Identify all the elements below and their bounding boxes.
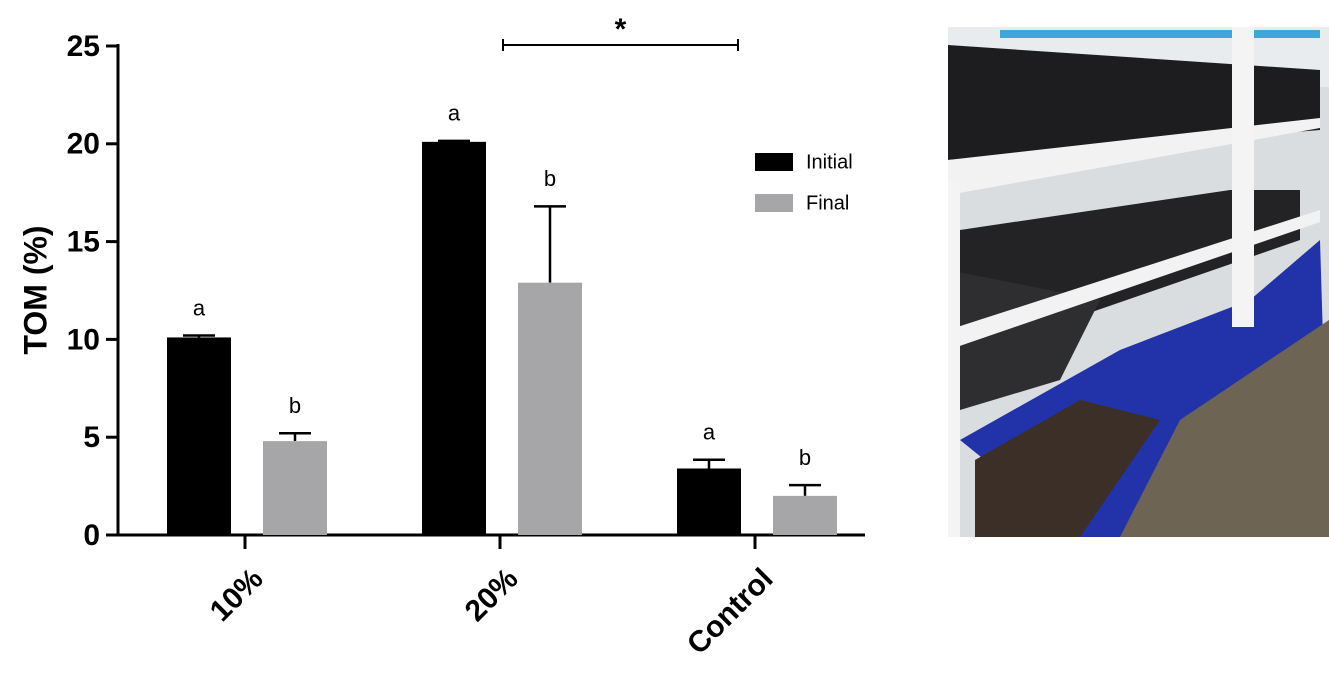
bar	[167, 337, 231, 535]
x-tick-label: 10%	[204, 562, 270, 628]
significance-letter: a	[193, 295, 206, 320]
bar	[773, 496, 837, 535]
photo-shelf	[948, 118, 1320, 195]
legend-label: Initial	[806, 151, 853, 173]
bar	[677, 468, 741, 535]
bar	[518, 283, 582, 535]
y-tick-label: 0	[83, 519, 100, 552]
legend-swatch	[755, 153, 793, 171]
significance-letter: a	[448, 101, 461, 126]
bar	[263, 441, 327, 535]
photo-floor	[1120, 320, 1329, 537]
y-tick-label: 25	[67, 30, 100, 63]
x-tick-label: 20%	[459, 562, 525, 628]
page: TOM (%) 0 5 10 15 20 25 10% a b 20% a b Control a b * In…	[0, 0, 1329, 673]
significance-letter: b	[289, 393, 301, 418]
x-tick-label: Control	[681, 562, 780, 661]
bar	[422, 142, 486, 535]
legend-swatch	[755, 194, 793, 212]
significance-letter: b	[544, 166, 556, 191]
y-tick-label: 5	[83, 421, 100, 454]
photo-post	[948, 180, 960, 537]
photo-water	[975, 400, 1160, 537]
legend-label: Final	[806, 192, 849, 214]
photo-mid-bins	[960, 190, 1300, 330]
photo-top-bins	[948, 45, 1320, 160]
photo-post	[1232, 27, 1254, 327]
photo-pipe	[1000, 30, 1320, 38]
significance-star: *	[615, 13, 627, 46]
photo-bin	[948, 270, 1100, 410]
significance-letter: b	[799, 445, 811, 470]
y-axis-label: TOM (%)	[17, 225, 53, 354]
significance-letter: a	[703, 420, 716, 445]
photo-shelf	[948, 210, 1320, 350]
photo-blue-bins	[960, 240, 1329, 537]
photo-ceiling	[948, 27, 1329, 87]
y-tick-label: 20	[67, 128, 100, 161]
chart: TOM (%) 0 5 10 15 20 25 10% a b 20% a b Control a b * In…	[0, 0, 900, 673]
photo-background	[948, 27, 1329, 537]
y-tick-label: 15	[67, 226, 100, 259]
y-tick-label: 10	[67, 323, 100, 356]
